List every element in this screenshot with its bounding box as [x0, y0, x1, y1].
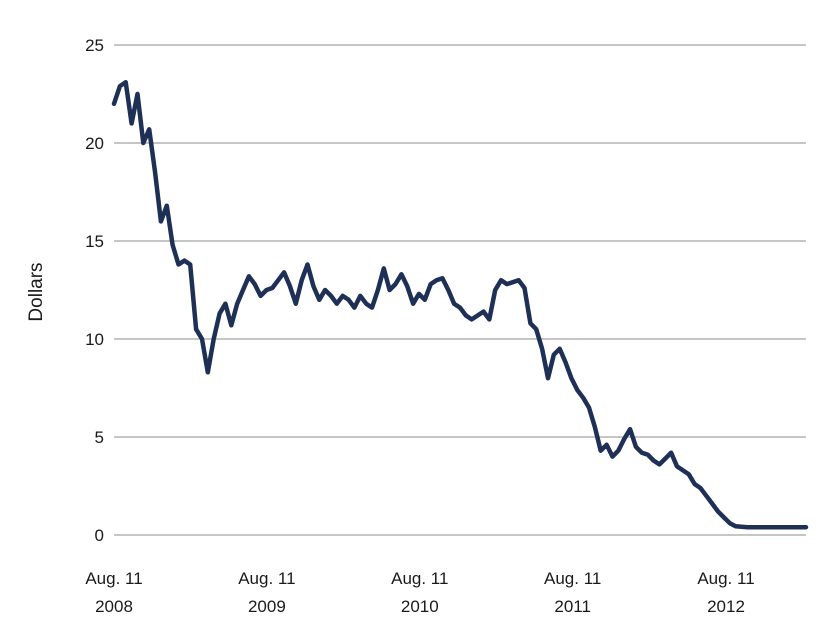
y-axis-label: Dollars [26, 262, 47, 321]
x-tick-label: Aug. 11 [238, 569, 295, 588]
gridlines [114, 44, 806, 536]
y-axis-ticks: 0 5 10 15 20 25 [85, 36, 104, 545]
y-tick-label: 15 [85, 232, 104, 251]
y-tick-label: 25 [85, 36, 104, 55]
x-tick-label: Aug. 11 [697, 569, 754, 588]
y-tick-label: 20 [85, 134, 104, 153]
x-tick-label: 2010 [401, 597, 439, 616]
y-tick-label: 5 [95, 428, 104, 447]
x-tick-label: Aug. 11 [391, 569, 448, 588]
x-tick-label: 2009 [248, 597, 286, 616]
x-tick-label: Aug. 11 [544, 569, 601, 588]
y-tick-label: 0 [95, 526, 104, 545]
x-tick-label: 2008 [95, 597, 133, 616]
x-axis-ticks: Aug. 11 2008 Aug. 11 2009 Aug. 11 2010 Aug. 11… [85, 569, 754, 616]
x-tick-label: 2011 [554, 597, 591, 616]
x-tick-label: 2012 [707, 597, 745, 616]
price-series-line [111, 79, 809, 530]
x-tick-label: Aug. 11 [85, 569, 142, 588]
y-tick-label: 10 [85, 330, 104, 349]
